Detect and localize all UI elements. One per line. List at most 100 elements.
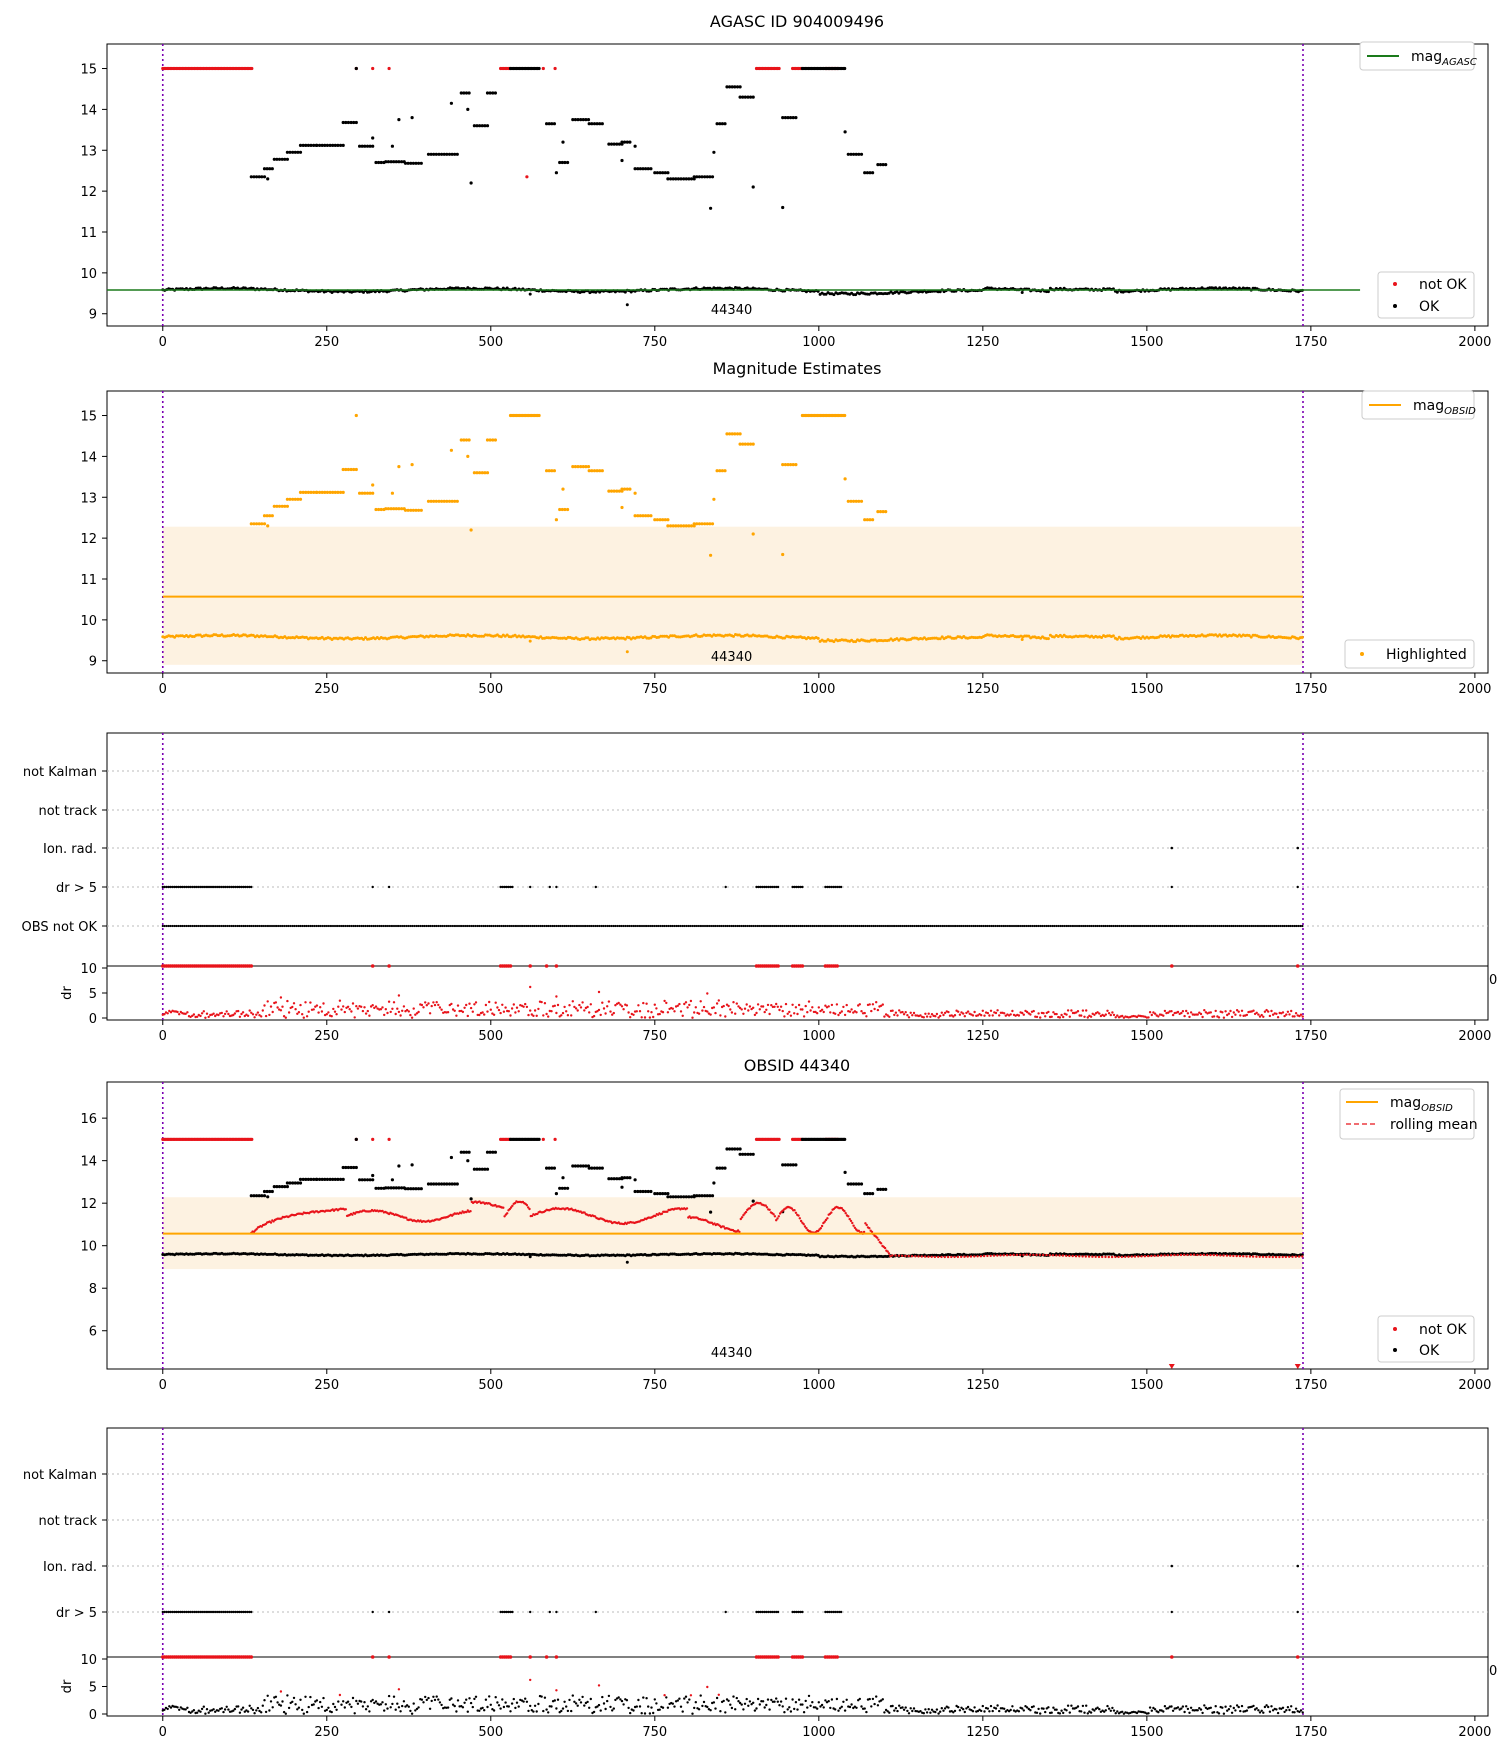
dr-point: [645, 1002, 648, 1005]
dr-point: [555, 1011, 558, 1015]
dr-point: [522, 1005, 525, 1008]
rolling-mean-point: [844, 1212, 847, 1215]
dr-point: [340, 1008, 343, 1011]
dr-flag-marker: [1170, 964, 1174, 968]
dr-point: [1157, 1015, 1160, 1018]
dr-point: [848, 1010, 852, 1013]
ok-point: [738, 1147, 742, 1151]
dr-point: [1065, 1013, 1068, 1016]
dr5-flag-point: [1170, 885, 1174, 889]
obs-not-ok-flag-point: [594, 924, 597, 928]
obs-not-ok-flag-point: [409, 924, 412, 928]
ok-point: [710, 1194, 715, 1198]
obs-not-ok-flag-point: [321, 924, 324, 928]
dr-point: [1229, 1009, 1232, 1013]
dr-point: [496, 1006, 499, 1009]
dr-point: [297, 1011, 301, 1014]
obs-not-ok-flag-point: [641, 924, 645, 928]
ok-point: [843, 130, 847, 134]
obs-not-ok-flag-point: [317, 924, 320, 928]
obs-not-ok-flag-point: [1015, 924, 1019, 928]
obs-not-ok-flag-point: [884, 924, 887, 928]
rolling-mean-point: [830, 1211, 833, 1214]
ok-point: [419, 1187, 423, 1191]
dr-point: [1066, 1009, 1070, 1012]
obs-not-ok-flag-point: [183, 924, 186, 928]
dr-point: [1116, 1014, 1119, 1017]
not-ok-point: [777, 66, 781, 71]
ok-point: [528, 292, 532, 296]
obs-not-ok-flag-point: [500, 924, 503, 928]
obs-not-ok-flag-point: [939, 924, 942, 928]
dr-point: [535, 1014, 538, 1017]
ok-point: [871, 171, 875, 175]
dr-point: [701, 1009, 704, 1012]
ok-point: [615, 142, 619, 146]
obs-not-ok-flag-point: [693, 924, 696, 928]
y-tick-label: 0: [89, 1012, 97, 1027]
obs-not-ok-flag-point: [405, 924, 408, 928]
x-tick-label: 1500: [1130, 1378, 1163, 1393]
ok-point: [579, 118, 583, 122]
dr-point: [934, 1015, 937, 1018]
rolling-mean-point: [502, 1206, 505, 1209]
dr-point: [681, 1014, 684, 1017]
obs-not-ok-flag-point: [740, 924, 743, 928]
obs-not-ok-flag-point: [1124, 924, 1127, 928]
dr-point: [292, 1002, 296, 1005]
dr-point: [775, 1002, 778, 1006]
highlighted-point: [466, 454, 470, 458]
dr-point: [420, 1003, 424, 1007]
ok-point: [738, 95, 742, 99]
obs-not-ok-flag-point: [336, 924, 339, 928]
dr-point: [784, 1002, 788, 1006]
highlighted-point: [1300, 635, 1304, 639]
ok-point: [368, 144, 372, 148]
dr-point: [481, 1011, 484, 1014]
dr-point: [1104, 1013, 1108, 1016]
rolling-mean-point: [883, 1246, 887, 1250]
ok-point: [859, 1182, 864, 1186]
rolling-mean-point: [1005, 1254, 1009, 1257]
obs-not-ok-flag-point: [697, 924, 700, 928]
obs-not-ok-flag-point: [244, 924, 247, 928]
obs-not-ok-flag-point: [811, 924, 814, 928]
rolling-mean-point: [910, 1255, 914, 1258]
obs-not-ok-flag-point: [1126, 924, 1129, 928]
ok-point: [576, 118, 580, 122]
dr-point: [722, 1004, 725, 1008]
highlighted-point: [738, 432, 742, 436]
obs-not-ok-flag-point: [1175, 924, 1178, 928]
dr-point: [220, 1011, 223, 1015]
obs-not-ok-flag-point: [958, 924, 962, 928]
dr-point: [991, 1014, 994, 1017]
obs-not-ok-flag-point: [1000, 924, 1003, 928]
dr-point: [233, 1012, 237, 1015]
obs-not-ok-flag-point: [675, 924, 678, 928]
obs-not-ok-flag-point: [1179, 924, 1182, 928]
not-ok-point: [387, 66, 391, 71]
ok-point: [363, 144, 367, 148]
rolling-mean-point: [1032, 1253, 1035, 1257]
obs-not-ok-flag-point: [1187, 924, 1190, 928]
obs-not-ok-flag-point: [1291, 924, 1294, 928]
obs-not-ok-flag-point: [848, 924, 851, 928]
obs-not-ok-flag-point: [836, 924, 839, 928]
obs-not-ok-flag-point: [279, 924, 282, 928]
ok-point: [728, 85, 732, 89]
obs-not-ok-flag-point: [1222, 924, 1225, 928]
dr-point: [1189, 1011, 1193, 1014]
dr-point: [383, 1013, 386, 1017]
dr5-flag-point: [555, 885, 558, 889]
obs-not-ok-flag-point: [630, 924, 633, 928]
obs-not-ok-flag-point: [425, 924, 428, 928]
obs-not-ok-flag-point: [984, 924, 987, 928]
dr-point: [524, 1002, 527, 1006]
obs-not-ok-flag-point: [683, 924, 686, 928]
ok-point: [277, 157, 282, 161]
obs-not-ok-flag-point: [360, 924, 363, 928]
obs-not-ok-flag-point: [228, 924, 231, 928]
ok-point: [464, 91, 469, 95]
dr5-flag-point: [839, 885, 843, 889]
dr-point: [212, 1012, 215, 1015]
